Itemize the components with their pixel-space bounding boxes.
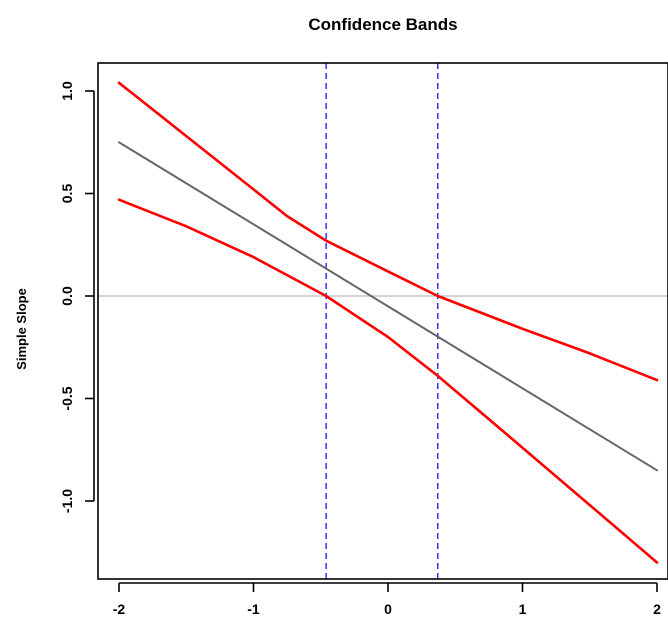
x-tick-label: 1 [519, 601, 527, 617]
y-tick-label: -0.5 [59, 386, 75, 410]
x-tick-label: 0 [384, 601, 392, 617]
series-upper-band [117, 81, 659, 382]
y-tick-label: 0.0 [59, 286, 75, 306]
plot-frame [97, 62, 668, 580]
chart-title: Confidence Bands [308, 15, 457, 34]
x-tick-label: -1 [247, 601, 260, 617]
series-lower-band [117, 198, 659, 564]
plot-area [98, 63, 668, 579]
series-slope-line [118, 141, 658, 472]
y-tick-label: 1.0 [59, 81, 75, 101]
y-axis-label: Simple Slope [14, 288, 29, 370]
x-tick-label: 2 [653, 601, 661, 617]
axes: -2 -1 0 1 2 -1.0 -0.5 0.0 0.5 1.0 [59, 81, 661, 617]
x-tick-label: -2 [113, 601, 126, 617]
y-tick-label: -1.0 [59, 489, 75, 513]
y-tick-label: 0.5 [59, 184, 75, 204]
